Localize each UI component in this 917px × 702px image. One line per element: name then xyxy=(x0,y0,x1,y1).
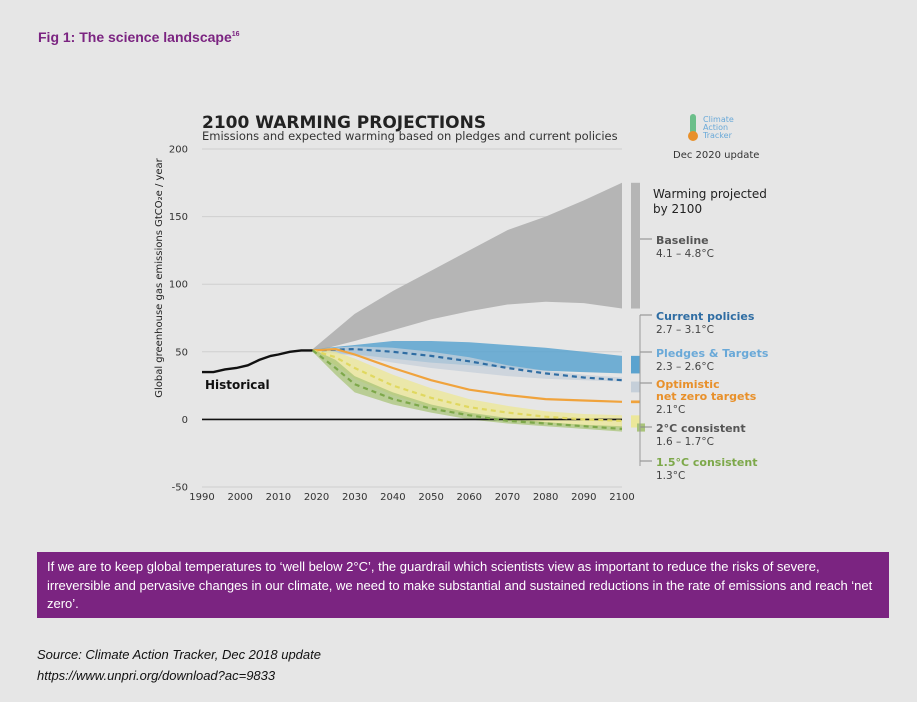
legend-name2-optimistic: net zero targets xyxy=(656,390,757,403)
chart-title: 2100 WARMING PROJECTIONS xyxy=(202,113,486,133)
x-tick-label: 2090 xyxy=(571,492,596,503)
legend-range-two_deg: 1.6 – 1.7°C xyxy=(656,436,714,448)
chart-container: 2100 WARMING PROJECTIONS Emissions and e… xyxy=(154,113,769,504)
axis-ticks: -50 0 50 100 150 200 1990 2000 2010 2020 2030 2040 2… xyxy=(169,145,635,504)
figure-footnote: 16 xyxy=(231,31,240,38)
legend-name-current: Current policies xyxy=(656,310,755,323)
x-tick-label: 2030 xyxy=(342,492,367,503)
legend-heading-line2: by 2100 xyxy=(653,202,702,216)
chart-svg: 2100 WARMING PROJECTIONS Emissions and e… xyxy=(154,113,769,504)
legend-name-pledges: Pledges & Targets xyxy=(656,347,769,360)
projection-bar-pledges_band xyxy=(631,381,640,393)
y-tick-label: 200 xyxy=(169,145,188,156)
update-note: Dec 2020 update xyxy=(673,150,759,161)
x-tick-label: 2000 xyxy=(227,492,252,503)
thermometer-icon xyxy=(690,114,696,134)
y-tick-label: -50 xyxy=(172,483,188,494)
x-tick-label: 2040 xyxy=(380,492,405,503)
scenario-lines: Historical xyxy=(202,347,623,430)
band-baseline xyxy=(312,182,622,352)
x-tick-label: 2050 xyxy=(418,492,443,503)
figure-title: Fig 1: The science landscape16 xyxy=(38,29,240,45)
source-url[interactable]: https://www.unpri.org/download?ac=9833 xyxy=(37,668,276,683)
y-axis-label: Global greenhouse gas emissions GtCO₂e /… xyxy=(154,157,165,397)
series-pledges xyxy=(312,347,623,382)
scenario-bands xyxy=(312,182,622,432)
series-optimistic xyxy=(312,347,623,403)
legend-heading-line1: Warming projected xyxy=(653,187,767,201)
series-one_five_line xyxy=(312,349,623,430)
projection-bars xyxy=(631,182,645,432)
logo-line3: Tracker xyxy=(702,131,733,140)
legend-range-one_five: 1.3°C xyxy=(656,470,685,482)
legend-range-pledges: 2.3 – 2.6°C xyxy=(656,361,714,373)
chart-subtitle: Emissions and expected warming based on … xyxy=(202,129,618,143)
y-tick-label: 0 xyxy=(182,415,188,426)
y-tick-label: 150 xyxy=(169,212,188,223)
x-tick-label: 2080 xyxy=(533,492,558,503)
logo-line1: Climate xyxy=(703,115,734,124)
projection-bar-optimistic xyxy=(631,400,640,404)
logo-line2: Action xyxy=(703,123,728,132)
legend-range-optimistic: 2.1°C xyxy=(656,404,685,416)
legend-name-one_five: 1.5°C consistent xyxy=(656,456,757,469)
x-tick-label: 2060 xyxy=(457,492,482,503)
band-pledges_band xyxy=(312,346,622,382)
projection-bar-two_deg xyxy=(631,415,640,428)
climate-action-tracker-logo: Climate Action Tracker xyxy=(688,114,734,141)
x-tick-label: 2020 xyxy=(304,492,329,503)
series-two_deg_line xyxy=(312,349,623,422)
legend-name-optimistic: Optimistic xyxy=(656,378,720,391)
projection-bar-one_five xyxy=(637,423,645,432)
callout-text: If we are to keep global temperatures to… xyxy=(47,559,873,611)
callout-box: If we are to keep global temperatures to… xyxy=(37,552,889,618)
legend-name-two_deg: 2°C consistent xyxy=(656,422,746,435)
legend-range-current: 2.7 – 3.1°C xyxy=(656,324,714,336)
y-tick-label: 100 xyxy=(169,280,188,291)
historical-label: Historical xyxy=(205,378,270,392)
figure-title-text: Fig 1: The science landscape xyxy=(38,29,232,45)
thermometer-bulb-icon xyxy=(688,131,698,141)
legend-range-baseline: 4.1 – 4.8°C xyxy=(656,248,714,260)
projection-bar-baseline xyxy=(631,182,640,309)
x-tick-label: 2100 xyxy=(609,492,634,503)
projection-bar-current xyxy=(631,355,640,374)
source-line: Source: Climate Action Tracker, Dec 2018… xyxy=(37,647,321,662)
source-block: Source: Climate Action Tracker, Dec 2018… xyxy=(37,644,321,686)
x-tick-label: 2070 xyxy=(495,492,520,503)
x-tick-label: 1990 xyxy=(189,492,214,503)
legend-name-baseline: Baseline xyxy=(656,234,709,247)
x-tick-label: 2010 xyxy=(266,492,291,503)
y-tick-label: 50 xyxy=(175,347,188,358)
historical-line xyxy=(202,349,313,374)
